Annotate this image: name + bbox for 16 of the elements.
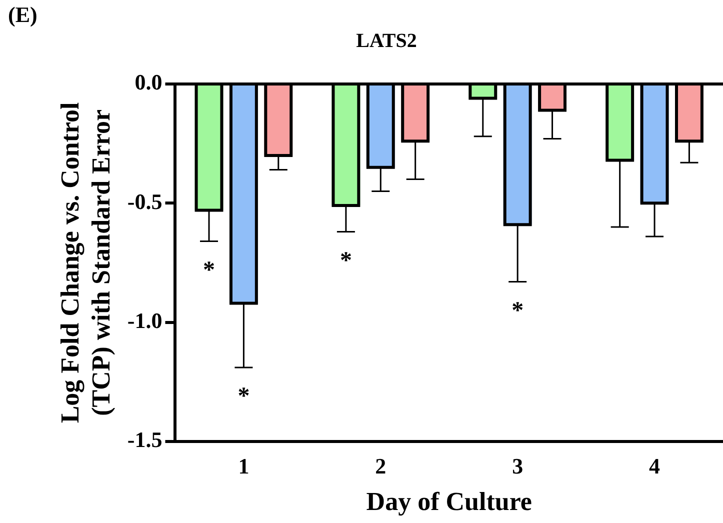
x-tick-label: 2 [375,453,386,478]
x-tick-label: 1 [238,453,250,478]
x-axis-title: Day of Culture [366,487,532,516]
annotation: * [238,384,250,410]
y-tick-label: -1.5 [127,427,162,452]
annotation: * [512,298,524,324]
annotation: * [340,248,352,274]
annotation: * [203,257,216,284]
y-tick-label: -1.0 [127,308,162,333]
y-tick-label: 0.0 [134,70,162,95]
chart-title: LATS2 [356,30,417,52]
y-tick-label: -0.5 [127,188,162,214]
text: (E) [8,2,38,28]
x-tick-label: 4 [649,453,660,478]
x-tick-label: 3 [512,453,524,478]
y-axis-title: Log Fold Change vs. Control (TCP) with Standard Error [55,102,116,424]
